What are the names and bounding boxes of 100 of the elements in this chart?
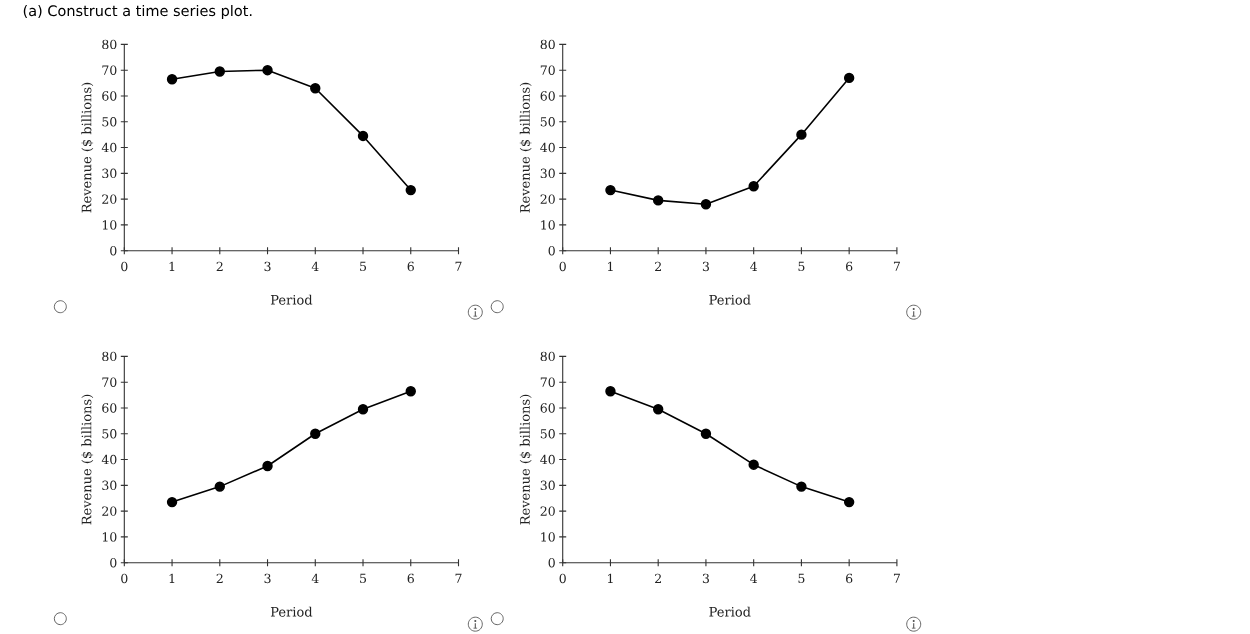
x-tick-label: 3 (264, 261, 271, 272)
chart-title: (a) Construct a time series plot. (23, 4, 252, 19)
x-tick-label: 5 (798, 573, 805, 583)
y-tick-label: 10 (541, 532, 555, 542)
point (605, 184, 616, 196)
point (357, 130, 369, 142)
y-tick-label: 0 (548, 245, 555, 256)
point (166, 496, 178, 508)
y-tick-label: 70 (540, 65, 555, 75)
y-tick-label: 80 (540, 351, 555, 362)
point (843, 72, 855, 84)
x-tick-label: 5 (360, 573, 367, 583)
y-tick-label: 60 (102, 91, 117, 101)
y-tick-label: 50 (102, 429, 117, 439)
x-tick-label: 0 (559, 261, 566, 272)
point (700, 428, 712, 439)
y-tick-label: 60 (102, 403, 117, 413)
y-tick-label: 40 (101, 142, 117, 153)
x-axis-title: Period (709, 294, 751, 305)
point (166, 74, 178, 85)
point (214, 481, 225, 492)
x-axis-title: Period (709, 606, 751, 617)
y-axis-title: Revenue ($ billions) (81, 82, 94, 213)
x-tick-label: 1 (169, 573, 175, 583)
point (214, 66, 225, 77)
y-tick-label: 80 (102, 351, 117, 362)
x-tick-label: 7 (893, 261, 900, 271)
x-tick-label: 1 (607, 261, 613, 271)
y-axis-title: Revenue ($ billions) (519, 82, 532, 213)
x-tick-label: 3 (264, 573, 271, 584)
y-tick-label: 0 (110, 245, 117, 256)
x-tick-label: 2 (216, 573, 223, 583)
x-tick-label: 4 (750, 261, 758, 271)
y-tick-label: 20 (102, 194, 117, 204)
point (310, 83, 321, 94)
y-tick-label: 40 (540, 142, 555, 153)
y-tick-label: 10 (541, 220, 555, 230)
y-tick-label: 0 (110, 557, 117, 568)
x-tick-label: 6 (846, 573, 853, 584)
point (357, 404, 369, 415)
y-tick-label: 40 (101, 454, 117, 465)
y-tick-label: 60 (540, 91, 555, 101)
x-tick-label: 2 (655, 261, 661, 271)
point (843, 496, 855, 508)
y-tick-label: 70 (102, 377, 117, 387)
x-tick-label: 7 (893, 573, 900, 583)
point (748, 181, 759, 192)
x-tick-label: 6 (407, 261, 414, 272)
y-tick-label: 30 (540, 480, 555, 491)
point (796, 481, 807, 492)
x-tick-label: 2 (655, 573, 661, 583)
x-tick-label: 5 (798, 261, 805, 272)
x-tick-label: 1 (169, 261, 175, 271)
y-tick-label: 80 (540, 39, 555, 50)
y-tick-label: 30 (102, 480, 117, 491)
point (796, 129, 807, 140)
y-tick-label: 20 (540, 194, 555, 204)
y-axis-title: Revenue ($ billions) (81, 394, 94, 525)
x-axis-title: Period (270, 606, 313, 617)
x-tick-label: 3 (702, 573, 709, 584)
x-tick-label: 0 (121, 573, 128, 584)
x-tick-label: 0 (559, 573, 566, 584)
y-axis-title: Revenue ($ billions) (519, 394, 532, 525)
x-tick-label: 4 (311, 261, 319, 271)
y-tick-label: 10 (102, 220, 117, 230)
y-tick-label: 70 (540, 377, 555, 387)
y-tick-label: 20 (102, 506, 117, 516)
y-tick-label: 30 (540, 168, 555, 179)
y-tick-label: 70 (102, 65, 117, 75)
point (310, 428, 321, 439)
point (262, 460, 273, 472)
point (748, 459, 759, 470)
y-tick-label: 50 (102, 117, 117, 127)
y-tick-label: 40 (540, 454, 555, 465)
x-tick-label: 4 (311, 573, 319, 583)
point (262, 64, 273, 76)
y-tick-label: 80 (102, 39, 117, 50)
y-tick-label: 0 (548, 557, 555, 568)
x-tick-label: 7 (455, 573, 462, 583)
y-tick-label: 10 (102, 532, 117, 542)
x-tick-label: 4 (750, 573, 758, 583)
x-tick-label: 2 (216, 261, 223, 271)
x-tick-label: 7 (455, 261, 462, 271)
point (652, 195, 664, 206)
x-tick-label: 6 (846, 261, 853, 272)
point (405, 184, 416, 196)
x-tick-label: 6 (407, 573, 414, 584)
x-tick-label: 0 (121, 261, 128, 272)
x-tick-label: 5 (360, 261, 367, 272)
x-tick-label: 1 (607, 573, 613, 583)
x-tick-label: 3 (702, 261, 709, 272)
point (700, 199, 712, 210)
y-tick-label: 60 (540, 403, 555, 413)
y-tick-label: 50 (540, 117, 555, 127)
point (605, 386, 616, 397)
y-tick-label: 30 (102, 168, 117, 179)
y-tick-label: 50 (540, 429, 555, 439)
y-tick-label: 20 (540, 506, 555, 516)
x-axis-title: Period (270, 294, 313, 305)
point (405, 386, 416, 397)
